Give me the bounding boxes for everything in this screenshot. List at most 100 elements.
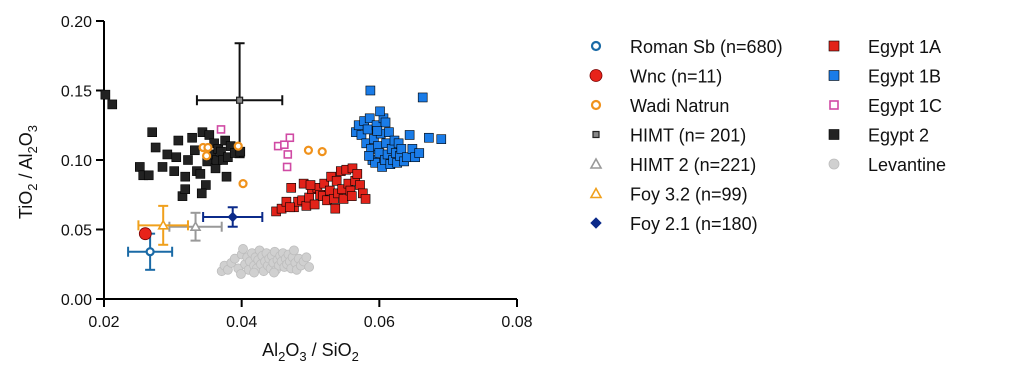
egypt-1c-point [282, 162, 292, 172]
legend-label-foy-3-2-n-99: Foy 3.2 (n=99) [630, 185, 748, 205]
egypt-1b-point [424, 132, 434, 143]
himt-2-n-221-point [189, 220, 202, 232]
legend-marker-egypt-1c [829, 100, 839, 110]
egypt-1b-point [402, 152, 412, 163]
legend: Roman Sb (n=680) Wnc (n=11) Wadi Natrun HIM… [589, 37, 946, 234]
egypt-1a-point [330, 203, 341, 214]
y-tick-label: 0.10 [61, 153, 92, 170]
foy-3-2-n-99-series [157, 219, 170, 230]
legend-label-levantine: Levantine [868, 155, 946, 175]
legend-label-egypt-1c: Egypt 1C [868, 96, 942, 116]
legend-marker-levantine [828, 158, 840, 170]
legend-label-egypt-2: Egypt 2 [868, 126, 929, 146]
levantine-point [304, 262, 315, 272]
legend-item-egypt-1c: Egypt 1C [829, 96, 942, 116]
legend-item-egypt-2: Egypt 2 [828, 126, 929, 146]
legend-item-foy-2-1-n-180: Foy 2.1 (n=180) [590, 214, 758, 234]
legend-label-foy-2-1-n-180: Foy 2.1 (n=180) [630, 214, 758, 234]
egypt-1c-series [216, 125, 295, 172]
egypt-2-point [100, 89, 111, 100]
egypt-1b-point [372, 126, 383, 136]
foy-2-1-n-180-series [227, 211, 238, 223]
y-tick-label: 0.00 [61, 292, 92, 309]
foy-2-1-n-180-point [227, 211, 238, 223]
legend-item-foy-3-2-n-99: Foy 3.2 (n=99) [589, 185, 748, 205]
egypt-2-point [195, 169, 206, 179]
wnc-n-11-series [138, 227, 152, 241]
egypt-1c-point [216, 125, 226, 134]
legend-marker-wadi-natrun [590, 99, 602, 111]
axis-ticks: 0.02 0.04 0.06 0.08 0.00 0.05 0.10 0.15 0.20 [61, 14, 533, 331]
foy-3-2-n-99-point [157, 219, 170, 230]
egypt-2-point [147, 127, 157, 137]
wadi-natrun-point [303, 145, 314, 155]
egypt-2-point [201, 180, 211, 190]
egypt-1a-point [338, 194, 349, 204]
egypt-1c-point [280, 140, 289, 150]
himt-2-n-221-series [189, 220, 202, 232]
egypt-2-point [220, 135, 230, 146]
y-tick-label: 0.20 [61, 14, 92, 31]
egypt-1c-point [283, 150, 293, 159]
egypt-1b-point [436, 134, 447, 144]
egypt-2-point [173, 135, 184, 146]
egypt-1b-point [364, 151, 374, 161]
egypt-1a-point [309, 199, 320, 210]
egypt-2-point [143, 170, 154, 181]
egypt-1b-point [356, 130, 367, 140]
egypt-1b-point [365, 85, 376, 96]
egypt-2-point [157, 162, 168, 172]
legend-item-himt-n-201: HIMT (n= 201) [592, 126, 746, 146]
egypt-1a-point [301, 201, 312, 211]
y-tick-label: 0.05 [61, 223, 92, 240]
egypt-1a-point [319, 178, 330, 189]
egypt-1b-point [362, 124, 373, 135]
levantine-point [236, 269, 246, 279]
egypt-2-point [190, 145, 200, 156]
x-tick-label: 0.08 [501, 314, 532, 331]
legend-marker-foy-3-2-n-99 [589, 186, 603, 199]
egypt-2-point [150, 142, 161, 153]
egypt-2-point [180, 184, 191, 194]
egypt-1b-point [417, 92, 428, 103]
legend-marker-egypt-1a [828, 40, 840, 52]
x-axis-label: Al2O3 / SiO2 [262, 340, 359, 364]
himt-n-201-series [236, 96, 244, 104]
levantine-point [238, 244, 248, 254]
legend-label-roman-sb-n-680: Roman Sb (n=680) [630, 37, 783, 57]
wadi-natrun-point [203, 142, 213, 153]
wadi-natrun-series [198, 141, 327, 189]
legend-item-himt-2-n-221: HIMT 2 (n=221) [589, 155, 756, 175]
legend-item-levantine: Levantine [828, 155, 946, 175]
legend-item-roman-sb-n-680: Roman Sb (n=680) [590, 37, 783, 57]
egypt-2-point [169, 166, 180, 176]
egypt-2-point [196, 188, 207, 199]
x-tick-label: 0.02 [88, 314, 119, 331]
egypt-1b-point [375, 106, 385, 117]
himt-n-201-point [236, 96, 244, 104]
egypt-2-point [107, 99, 118, 110]
egypt-2-point [162, 149, 173, 160]
x-tick-label: 0.06 [364, 314, 395, 331]
egypt-1b-point [404, 130, 415, 140]
egypt-1a-point [355, 180, 365, 190]
wadi-natrun-point [233, 141, 243, 151]
legend-item-wnc-n-11: Wnc (n=11) [589, 67, 722, 87]
egypt-1b-point [396, 144, 407, 154]
legend-label-himt-n-201: HIMT (n= 201) [630, 126, 746, 146]
legend-label-himt-2-n-221: HIMT 2 (n=221) [630, 155, 756, 175]
roman-sb-n-680-series [145, 247, 155, 257]
egypt-1a-point [360, 194, 371, 204]
legend-marker-egypt-1b [828, 70, 840, 81]
roman-sb-n-680-point [145, 247, 155, 257]
egypt-1a-point [346, 191, 357, 201]
legend-marker-himt-2-n-221 [589, 157, 603, 169]
egypt-2-point [183, 155, 193, 165]
egypt-1a-point [324, 185, 335, 196]
legend-label-wnc-n-11: Wnc (n=11) [630, 67, 722, 87]
egypt-2-point [171, 152, 182, 163]
egypt-2-point [187, 132, 197, 143]
egypt-1c-point [285, 133, 295, 143]
wnc-n-11-point [138, 227, 152, 241]
